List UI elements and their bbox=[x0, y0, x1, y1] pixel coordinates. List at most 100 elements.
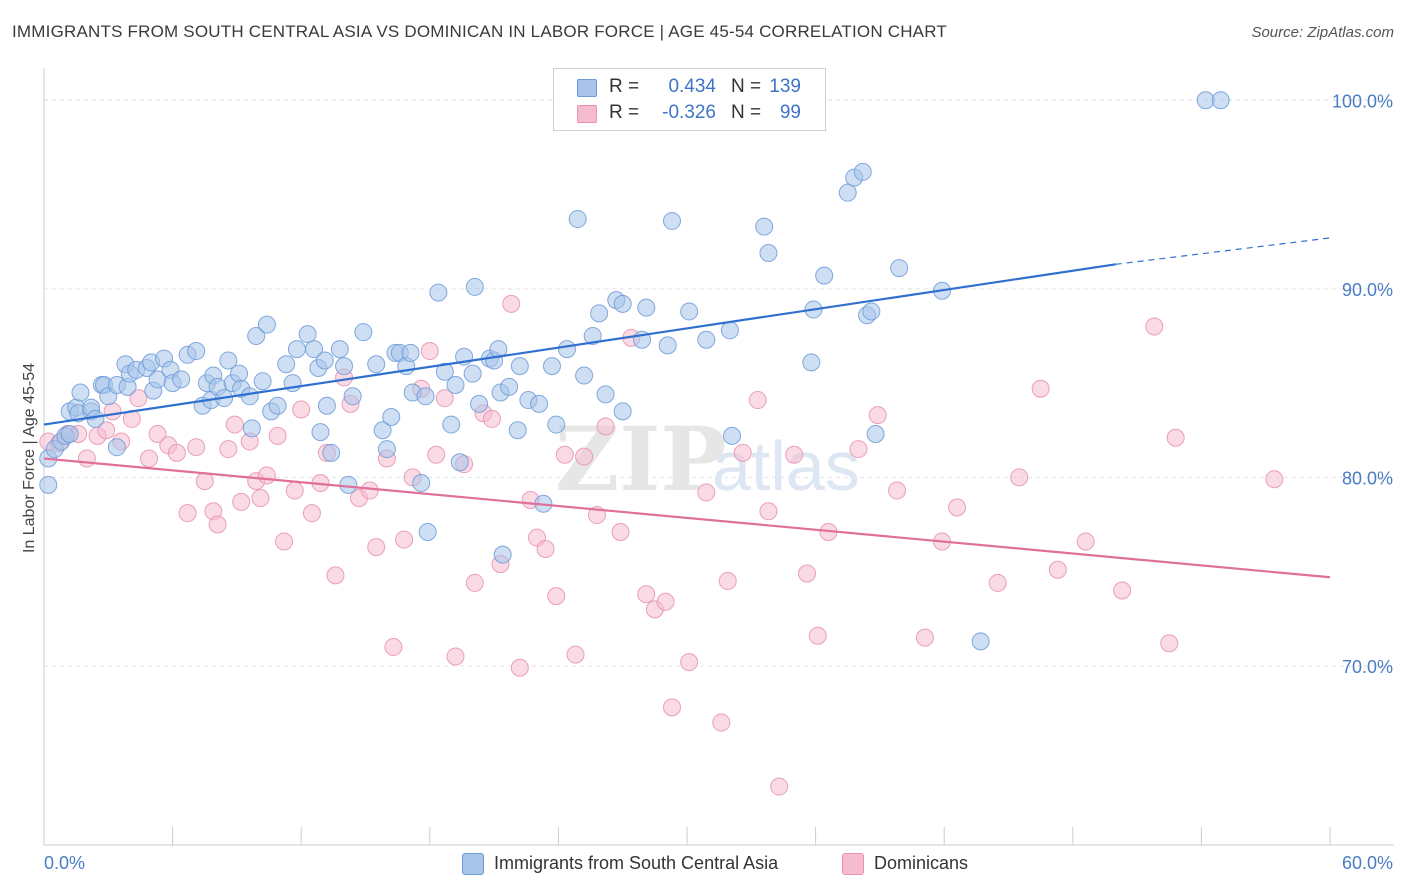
dominicans-point bbox=[140, 449, 159, 468]
y-tick-label: 80.0% bbox=[1342, 468, 1393, 488]
dominicans-point bbox=[219, 440, 238, 459]
south-central-asia-point bbox=[354, 323, 373, 342]
south-central-asia-point bbox=[416, 387, 435, 406]
dominicans-point bbox=[1010, 468, 1029, 487]
south-central-asia-point bbox=[257, 315, 276, 334]
south-central-asia-point bbox=[373, 421, 392, 440]
dominicans-point bbox=[178, 504, 197, 523]
south-central-asia-point bbox=[446, 375, 465, 394]
south-central-asia-point bbox=[230, 364, 249, 383]
dominicans-point bbox=[868, 406, 887, 425]
dominicans-point bbox=[275, 532, 294, 551]
south-central-asia-point bbox=[412, 474, 431, 493]
south-central-asia-point bbox=[330, 340, 349, 359]
dominicans-point bbox=[427, 445, 446, 464]
south-central-asia-point bbox=[613, 402, 632, 421]
south-central-asia-point bbox=[322, 443, 341, 462]
south-central-asia-point bbox=[697, 330, 716, 349]
south-central-asia-point bbox=[596, 385, 615, 404]
n-value: 139 bbox=[769, 76, 801, 97]
south-central-asia-point bbox=[71, 383, 90, 402]
south-central-asia-point bbox=[429, 283, 448, 302]
dominicans-point bbox=[446, 647, 465, 666]
pink-swatch bbox=[577, 105, 597, 123]
south-central-asia-point bbox=[172, 370, 191, 389]
south-central-asia-point bbox=[465, 277, 484, 296]
r-value: 0.434 bbox=[668, 76, 716, 97]
south-central-asia-point bbox=[277, 355, 296, 374]
south-central-asia-point bbox=[508, 421, 527, 440]
dominicans-point bbox=[367, 538, 386, 557]
dominicans-point bbox=[575, 447, 594, 466]
south-central-asia-point bbox=[658, 336, 677, 355]
south-central-asia-point bbox=[680, 302, 699, 321]
dominicans-point bbox=[1265, 470, 1284, 489]
south-central-asia-point bbox=[305, 340, 324, 359]
south-central-asia-point bbox=[838, 183, 857, 202]
stats-legend: R = 0.434 N = 139 R = -0.326 N = 99 bbox=[553, 68, 826, 131]
south-central-asia-point bbox=[530, 394, 549, 413]
south-central-asia-point bbox=[815, 266, 834, 285]
dominicans-point bbox=[988, 573, 1007, 592]
south-central-asia-point bbox=[568, 210, 587, 229]
n-value: 99 bbox=[779, 102, 801, 123]
r-value: -0.326 bbox=[662, 102, 716, 123]
dominicans-point bbox=[129, 389, 148, 408]
south-central-asia-point bbox=[317, 396, 336, 415]
y-tick-label: 70.0% bbox=[1342, 657, 1393, 677]
south-central-asia-point bbox=[367, 355, 386, 374]
south-central-asia-point bbox=[442, 415, 461, 434]
south-central-asia-points bbox=[39, 91, 1230, 651]
south-central-asia-point bbox=[547, 415, 566, 434]
dominicans-point bbox=[148, 424, 167, 443]
south-central-asia-point bbox=[862, 302, 881, 321]
south-central-asia-point bbox=[339, 475, 358, 494]
series-legend: Immigrants from South Central Asia Domin… bbox=[0, 852, 1406, 878]
dominicans-point bbox=[748, 391, 767, 410]
source-label: Source: ZipAtlas.com bbox=[1251, 24, 1394, 41]
dominicans-point bbox=[611, 523, 630, 542]
dominicans-point bbox=[285, 481, 304, 500]
south-central-asia-point bbox=[1211, 91, 1230, 110]
dominicans-point bbox=[536, 539, 555, 558]
south-central-asia-point bbox=[187, 342, 206, 361]
south-central-asia-point bbox=[613, 294, 632, 313]
south-central-asia-point bbox=[107, 438, 126, 457]
south-central-asia-point bbox=[60, 424, 79, 443]
dominicans-point bbox=[566, 645, 585, 664]
south-central-asia-point bbox=[463, 364, 482, 383]
south-central-asia-point bbox=[557, 340, 576, 359]
south-central-asia-point bbox=[311, 423, 330, 442]
dominicans-point bbox=[718, 572, 737, 591]
dominicans-point bbox=[1145, 317, 1164, 336]
dominicans-point bbox=[888, 481, 907, 500]
dominicans-point bbox=[97, 421, 116, 440]
dominicans-point bbox=[268, 426, 287, 445]
south-central-asia-point bbox=[720, 321, 739, 340]
south-central-asia-point bbox=[343, 387, 362, 406]
south-central-asia-point bbox=[315, 351, 334, 370]
dominicans-point bbox=[435, 389, 454, 408]
stats-legend-row-pink: R = -0.326 N = 99 bbox=[554, 100, 825, 126]
dominicans-point bbox=[759, 502, 778, 521]
south-central-asia-point bbox=[542, 357, 561, 376]
dominicans-point bbox=[257, 466, 276, 485]
dominicans-point bbox=[302, 504, 321, 523]
south-central-asia-point bbox=[253, 372, 272, 391]
x-tick-label: 60.0% bbox=[1342, 853, 1393, 873]
south-central-asia-point bbox=[86, 409, 105, 428]
south-central-asia-point bbox=[510, 357, 529, 376]
chart-title: IMMIGRANTS FROM SOUTH CENTRAL ASIA VS DO… bbox=[12, 22, 947, 41]
dominicans-point bbox=[167, 443, 186, 462]
dominicans-trend-line bbox=[43, 457, 1331, 579]
south-central-asia-point bbox=[493, 545, 512, 564]
y-tick-label: 100.0% bbox=[1332, 91, 1393, 111]
south-central-asia-trend-line bbox=[43, 263, 1116, 426]
south-central-asia-point bbox=[401, 343, 420, 362]
south-central-asia-point bbox=[39, 475, 58, 494]
tick-labels: 70.0% 80.0% 90.0% 100.0% 0.0% 60.0% bbox=[44, 91, 1393, 873]
dominicans-point bbox=[915, 628, 934, 647]
dominicans-point bbox=[770, 777, 789, 796]
dominicans-point bbox=[656, 592, 675, 611]
